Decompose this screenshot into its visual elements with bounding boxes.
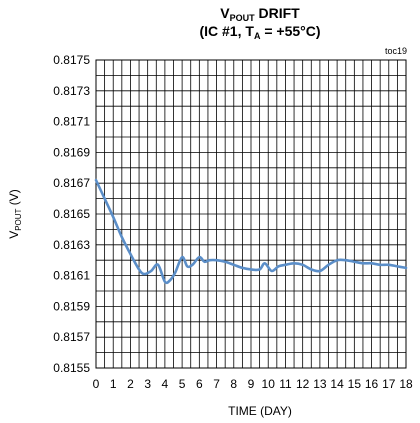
y-tick-label: 0.8155 xyxy=(53,361,90,375)
chart-title: VPOUT DRIFT (IC #1, TA = +55°C) xyxy=(199,5,320,41)
y-tick-label: 0.8165 xyxy=(53,207,90,221)
y-tick-label: 0.8175 xyxy=(53,53,90,67)
plot-frame xyxy=(95,59,407,369)
y-tick-label: 0.8159 xyxy=(53,299,90,313)
x-tick-label: 2 xyxy=(127,377,134,391)
x-tick-label: 18 xyxy=(399,377,413,391)
y-axis-title: VPOUT (V) xyxy=(7,189,23,239)
y-tick-label: 0.8171 xyxy=(53,115,90,129)
chart-title-line1: VPOUT DRIFT xyxy=(220,5,300,23)
x-tick-label: 6 xyxy=(196,377,203,391)
x-tick-label: 9 xyxy=(248,377,255,391)
x-tick-label: 0 xyxy=(93,377,100,391)
x-tick-label: 14 xyxy=(330,377,344,391)
chart-title-line2: (IC #1, TA = +55°C) xyxy=(199,23,320,41)
y-tick-label: 0.8167 xyxy=(53,176,90,190)
y-tick-label: 0.8173 xyxy=(53,84,90,98)
x-tick-label: 13 xyxy=(313,377,327,391)
chart-annotation: toc19 xyxy=(385,46,407,56)
x-tick-label: 17 xyxy=(382,377,396,391)
x-tick-label: 12 xyxy=(296,377,310,391)
x-tick-label: 8 xyxy=(230,377,237,391)
y-tick-labels: 0.8155 0.8157 0.8159 0.8161 0.8163 0.8165 0.81… xyxy=(53,53,90,375)
plot-grid xyxy=(96,60,406,368)
x-tick-label: 5 xyxy=(179,377,186,391)
y-tick-label: 0.8163 xyxy=(53,238,90,252)
x-tick-label: 11 xyxy=(279,377,292,391)
x-tick-label: 15 xyxy=(348,377,362,391)
x-tick-label: 4 xyxy=(162,377,169,391)
series-line xyxy=(94,178,408,285)
y-tick-label: 0.8169 xyxy=(53,145,90,159)
x-tick-labels: 0 1 2 3 4 5 6 7 8 9 10 11 12 13 14 15 16 17 18 xyxy=(93,377,413,391)
x-tick-label: 3 xyxy=(144,377,151,391)
y-tick-label: 0.8161 xyxy=(53,269,90,283)
x-tick-label: 1 xyxy=(110,377,117,391)
y-tick-label: 0.8157 xyxy=(53,330,90,344)
x-tick-label: 16 xyxy=(365,377,379,391)
x-tick-label: 7 xyxy=(213,377,220,391)
x-tick-label: 10 xyxy=(262,377,276,391)
x-axis-title: TIME (DAY) xyxy=(228,404,292,418)
